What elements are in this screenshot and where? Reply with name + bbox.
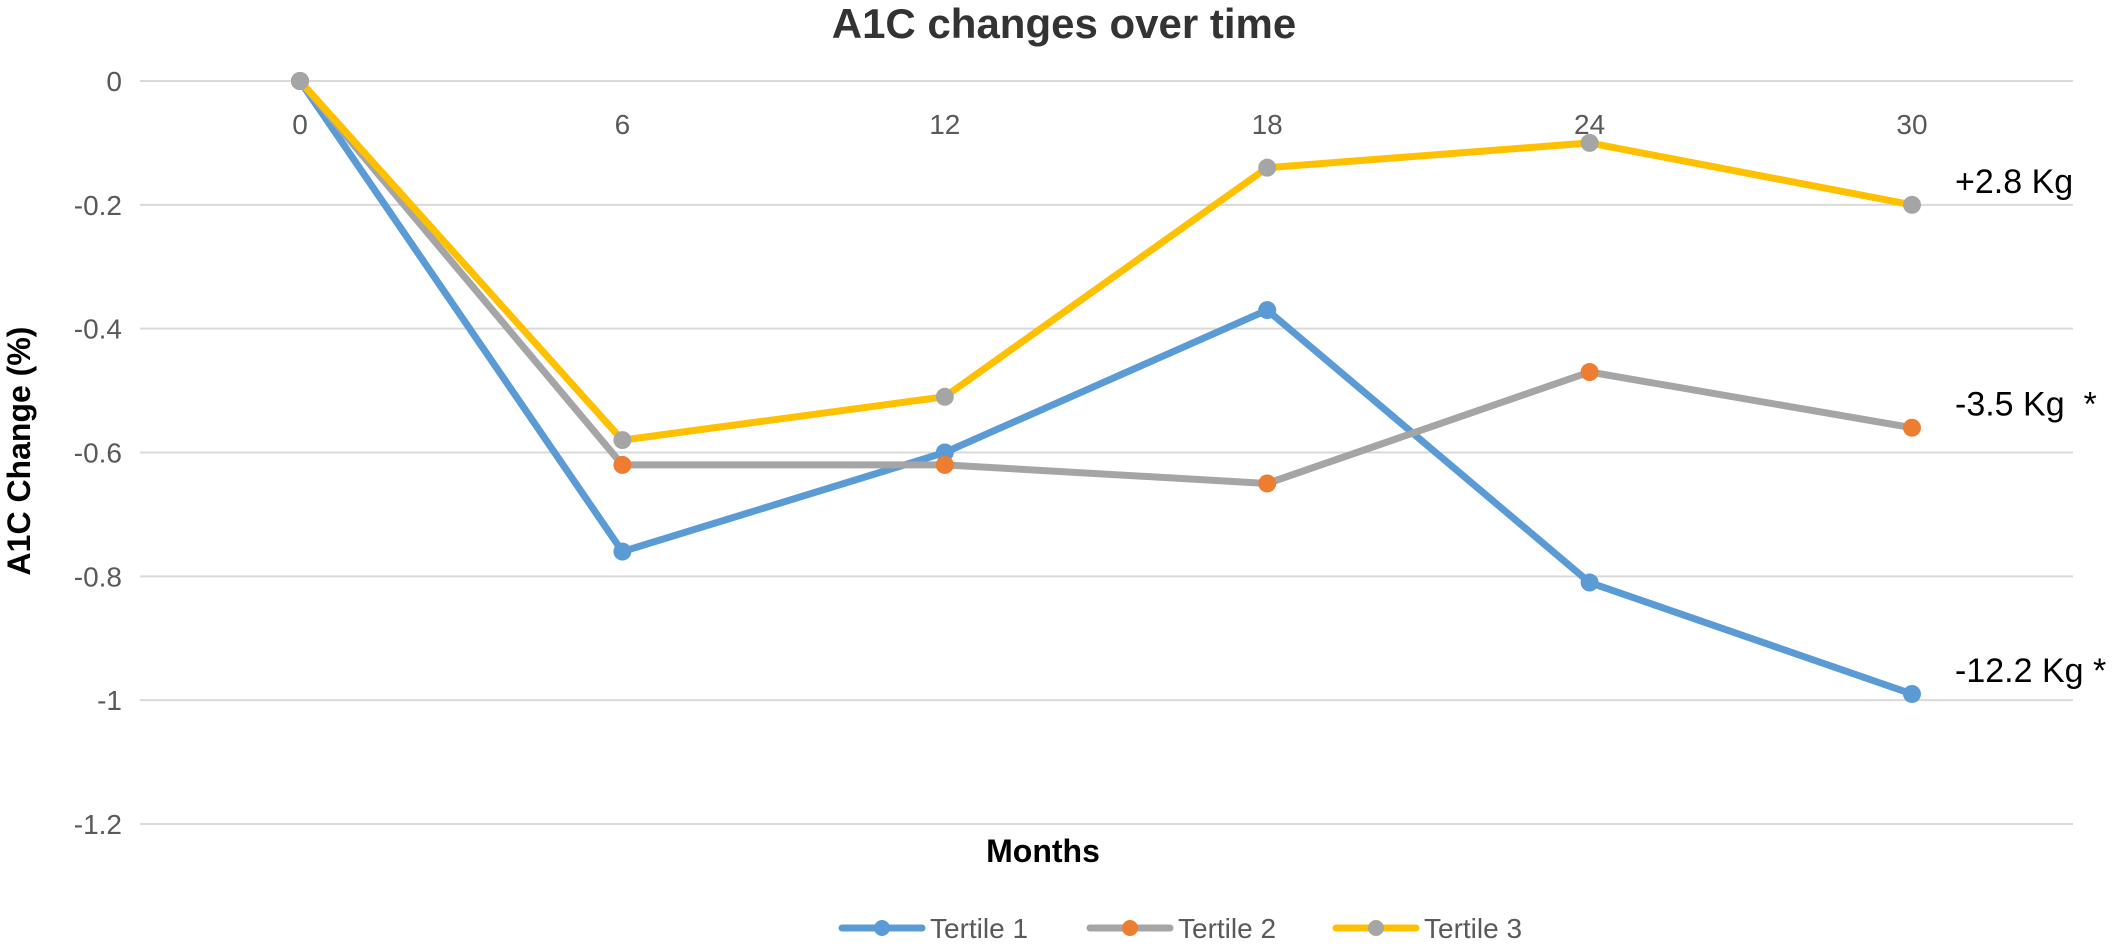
legend-marker-swatch [874, 920, 890, 936]
x-tick-label: 18 [1252, 109, 1283, 140]
series-3 [291, 72, 1921, 450]
x-tick-label: 12 [929, 109, 960, 140]
data-point [1903, 684, 1921, 703]
data-point [1580, 573, 1599, 592]
legend: Tertile 1 Tertile 2 Tertile 3 [838, 913, 1522, 944]
data-point [1580, 363, 1599, 382]
series-lines [291, 72, 1921, 703]
y-axis-title: A1C Change (%) [1, 327, 37, 576]
legend-item: Tertile 3 [1332, 913, 1522, 944]
x-tick-label: 30 [1896, 109, 1927, 140]
x-axis-title: Months [986, 833, 1100, 869]
legend-item: Tertile 2 [1086, 913, 1276, 944]
annotation-label: +2.8 Kg [1955, 163, 2073, 201]
y-tick-label: -0.6 [74, 438, 122, 469]
x-tick-label: 6 [615, 109, 631, 140]
chart-title: A1C changes over time [832, 0, 1297, 47]
x-tick-label: 0 [292, 109, 308, 140]
legend-item: Tertile 1 [838, 913, 1028, 944]
y-tick-label: -0.4 [74, 314, 122, 345]
y-tick-label: -1 [97, 685, 122, 716]
annotation-label: -12.2 Kg * [1955, 652, 2106, 690]
data-point [935, 387, 954, 406]
data-point [1258, 158, 1277, 177]
data-point [935, 455, 954, 474]
legend-label: Tertile 1 [930, 913, 1028, 941]
legend-label: Tertile 3 [1424, 913, 1522, 941]
y-tick-label: 0 [106, 66, 122, 97]
legend-label: Tertile 2 [1178, 913, 1276, 941]
annotations: +2.8 Kg -3.5 Kg * -12.2 Kg * [1955, 163, 2106, 690]
y-tick-label: -0.2 [74, 190, 122, 221]
x-axis-tick-labels: 0 6 12 18 24 30 [292, 109, 1927, 140]
legend-marker-swatch [1368, 920, 1384, 936]
annotation-label: -3.5 Kg * [1955, 386, 2097, 424]
data-point [613, 431, 632, 450]
data-point [1903, 195, 1921, 214]
data-point [291, 72, 309, 90]
data-point [1580, 133, 1599, 152]
data-point [613, 455, 632, 474]
data-point [613, 542, 632, 561]
gridlines [140, 80, 2073, 825]
data-point [935, 443, 954, 462]
y-tick-label: -0.8 [74, 561, 122, 592]
series-line [296, 77, 1916, 444]
data-point [1258, 301, 1277, 320]
legend-marker-swatch [1122, 920, 1138, 936]
y-tick-label: -1.2 [74, 809, 122, 840]
data-point [1258, 474, 1277, 493]
y-axis-tick-labels: 0 -0.2 -0.4 -0.6 -0.8 -1 -1.2 [74, 66, 122, 840]
series-line [296, 77, 1916, 487]
series-line [296, 77, 1916, 698]
data-point [1903, 418, 1921, 437]
